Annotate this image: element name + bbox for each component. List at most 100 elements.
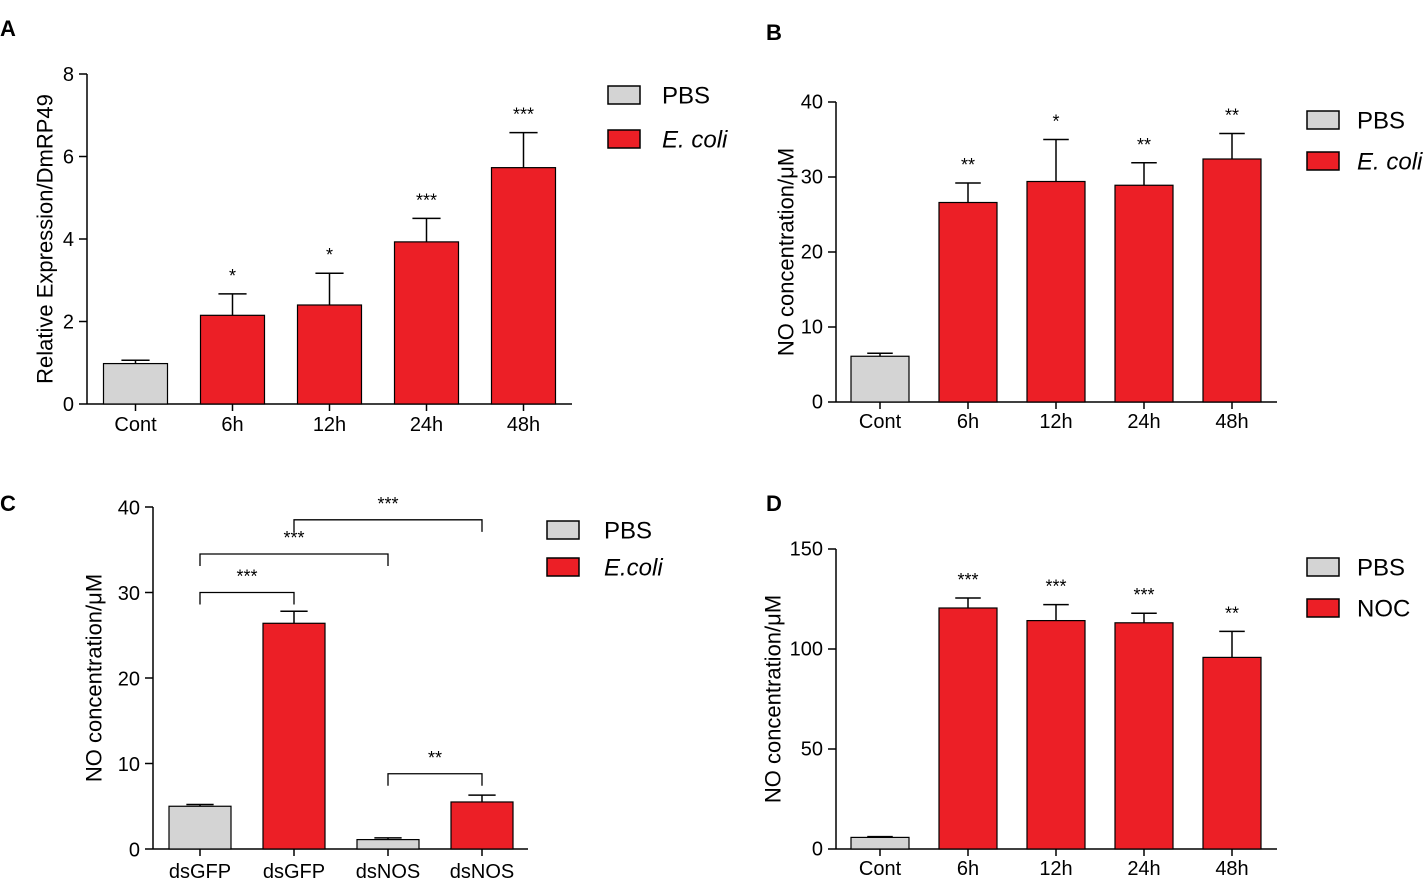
panel-d-bar (1026, 619, 1086, 850)
panel-c-y-tick-label: 10 (118, 754, 140, 776)
panel-b-x-tick-label: 6h (957, 411, 979, 433)
panel-a-bar (393, 241, 460, 405)
panel-b-significance-label: * (1052, 112, 1059, 132)
panel-a-y-tick-label: 2 (63, 312, 74, 334)
panel-b-x-tick-label: 12h (1039, 411, 1072, 433)
panel-b-x-tick-label: 48h (1215, 411, 1248, 433)
panel-d-x-tick-label: 12h (1039, 858, 1072, 880)
panel-c-bracket-label: ** (428, 748, 442, 768)
panel-a-significance-label: * (326, 245, 333, 265)
panel-a-x-tick-label: 48h (507, 414, 540, 436)
panel-c-x-tick-label: dsNOS (450, 861, 514, 880)
panel-c-bar (262, 622, 326, 850)
panel-b-x-tick-label: Cont (859, 411, 902, 433)
panel-a-y-tick-label: 6 (63, 147, 74, 169)
panel-c-bar (168, 805, 232, 850)
panel-c-legend-label: E.coli (604, 554, 663, 581)
panel-a-y-axis-label: Relative Expression/DmRP49 (33, 94, 58, 384)
panel-d-bar (1202, 656, 1262, 850)
panel-d-significance-label: ** (1225, 603, 1239, 623)
panel-b-y-axis-label: NO concentration/μM (774, 148, 799, 356)
panel-b-y-tick-label: 0 (812, 392, 823, 414)
panel-b-significance-label: ** (1137, 135, 1151, 155)
panel-d-x-tick-label: 24h (1127, 858, 1160, 880)
panel-d-x-tick-label: Cont (859, 858, 902, 880)
panel-b-bar (850, 355, 910, 403)
panel-c-y-tick-label: 40 (118, 498, 140, 520)
panel-d-legend-swatch (1306, 598, 1340, 618)
panel-a-bar (102, 362, 169, 405)
panel-b-y-tick-label: 10 (801, 317, 823, 339)
panel-a-significance-label: * (229, 266, 236, 286)
panel-c-legend-label: PBS (604, 517, 652, 544)
panel-c-comparison-bracket (293, 519, 483, 532)
panel-a-bar (199, 314, 266, 405)
panel-a-bar (296, 304, 363, 405)
panel-c-legend-swatch (546, 520, 580, 540)
panel-c-x-tick-label: dsGFP (263, 861, 325, 880)
panel-c-comparison-bracket (199, 591, 295, 605)
panel-d-y-tick-label: 150 (790, 539, 823, 561)
panel-a-x-tick-label: Cont (114, 414, 157, 436)
panel-c-bracket-label: *** (283, 528, 304, 548)
panel-a-bar (490, 167, 557, 405)
panel-d-y-tick-label: 50 (801, 739, 823, 761)
panel-d-significance-label: *** (1133, 585, 1154, 605)
panel-a-x-tick-label: 6h (221, 414, 243, 436)
panel-c-legend-swatch (546, 557, 580, 577)
panel-c-y-tick-label: 20 (118, 669, 140, 691)
panel-a-legend-swatch (607, 85, 641, 105)
panel-b-y-tick-label: 30 (801, 167, 823, 189)
panel-b-x-tick-label: 24h (1127, 411, 1160, 433)
panel-c-comparison-bracket (387, 773, 483, 786)
panel-a-y-tick-label: 8 (63, 64, 74, 86)
panel-b-legend-label: E. coli (1357, 148, 1423, 175)
panel-c-bracket-label: *** (236, 567, 257, 587)
panel-d-x-tick-label: 6h (957, 858, 979, 880)
panel-b-legend-label: PBS (1357, 107, 1405, 134)
panel-b-legend-swatch (1306, 110, 1340, 130)
panel-b-bar (1026, 180, 1086, 403)
panel-c-x-tick-label: dsGFP (169, 861, 231, 880)
panel-c-letter: C (0, 491, 16, 516)
panel-b-y-tick-label: 20 (801, 242, 823, 264)
panel-d-bar (1114, 622, 1174, 850)
panel-c-y-tick-label: 0 (129, 840, 140, 862)
panel-c-bar (356, 838, 420, 850)
panel-a-x-tick-label: 12h (313, 414, 346, 436)
panel-d-bar (850, 836, 910, 850)
panel-a-significance-label: *** (416, 190, 437, 210)
panel-a-legend-swatch (607, 129, 641, 149)
panel-a-y-tick-label: 0 (63, 394, 74, 416)
panel-d-legend-label: NOC (1357, 595, 1410, 622)
panel-b-legend-swatch (1306, 151, 1340, 171)
panel-b-y-tick-label: 40 (801, 92, 823, 114)
panel-d-legend-swatch (1306, 557, 1340, 577)
panel-c-x-tick-label: dsNOS (356, 861, 420, 880)
panel-d-bar (938, 607, 998, 850)
panel-a-legend-label: PBS (662, 83, 710, 110)
panel-d-y-axis-label: NO concentration/μM (761, 595, 786, 803)
panel-b-significance-label: ** (1225, 106, 1239, 126)
panel-b-bar (938, 201, 998, 403)
panel-c-y-tick-label: 30 (118, 583, 140, 605)
panel-b-letter: B (766, 20, 782, 45)
panel-d-significance-label: *** (957, 570, 978, 590)
panel-a-y-tick-label: 4 (63, 229, 74, 251)
panel-d-significance-label: *** (1045, 577, 1066, 597)
panel-d-letter: D (766, 491, 782, 516)
panel-c-bar (450, 801, 514, 850)
panel-a-letter: A (0, 16, 16, 41)
panel-c-comparison-bracket (199, 553, 389, 567)
panel-a-x-tick-label: 24h (410, 414, 443, 436)
panel-b-bar (1202, 158, 1262, 403)
panel-c-y-axis-label: NO concentration/μM (82, 574, 107, 782)
panel-b-significance-label: ** (961, 155, 975, 175)
panel-a-legend-label: E. coli (662, 127, 728, 154)
panel-c-bracket-label: *** (377, 494, 398, 514)
panel-a-significance-label: *** (513, 105, 534, 125)
panel-d-legend-label: PBS (1357, 554, 1405, 581)
panel-d-y-tick-label: 0 (812, 839, 823, 861)
panel-d-x-tick-label: 48h (1215, 858, 1248, 880)
